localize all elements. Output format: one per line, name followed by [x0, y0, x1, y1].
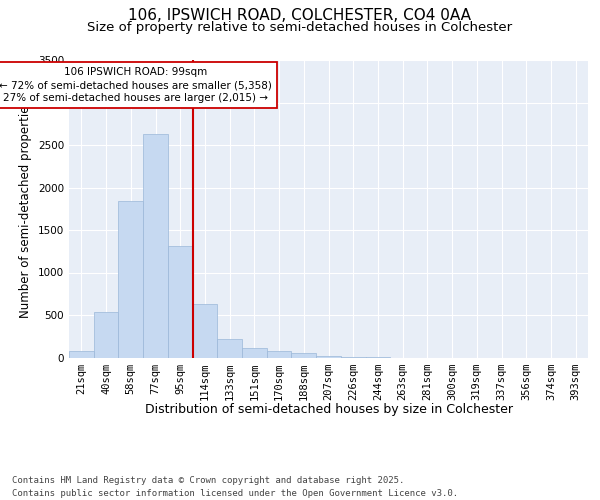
Bar [316, 356, 341, 358]
Y-axis label: Number of semi-detached properties: Number of semi-detached properties [19, 100, 32, 318]
Text: 106 IPSWICH ROAD: 99sqm
← 72% of semi-detached houses are smaller (5,358)
27% of: 106 IPSWICH ROAD: 99sqm ← 72% of semi-de… [0, 67, 272, 103]
Bar [69, 351, 94, 358]
Bar [292, 353, 316, 358]
Bar [242, 348, 267, 358]
Bar [118, 201, 143, 358]
Bar [267, 351, 292, 358]
Bar [217, 339, 242, 357]
Bar [168, 246, 193, 358]
Bar [143, 134, 168, 358]
Text: Contains HM Land Registry data © Crown copyright and database right 2025.
Contai: Contains HM Land Registry data © Crown c… [12, 476, 458, 498]
Text: 106, IPSWICH ROAD, COLCHESTER, CO4 0AA: 106, IPSWICH ROAD, COLCHESTER, CO4 0AA [128, 8, 472, 22]
Bar [193, 304, 217, 358]
Bar [94, 312, 118, 358]
Text: Distribution of semi-detached houses by size in Colchester: Distribution of semi-detached houses by … [145, 402, 513, 415]
Text: Size of property relative to semi-detached houses in Colchester: Size of property relative to semi-detach… [88, 22, 512, 35]
